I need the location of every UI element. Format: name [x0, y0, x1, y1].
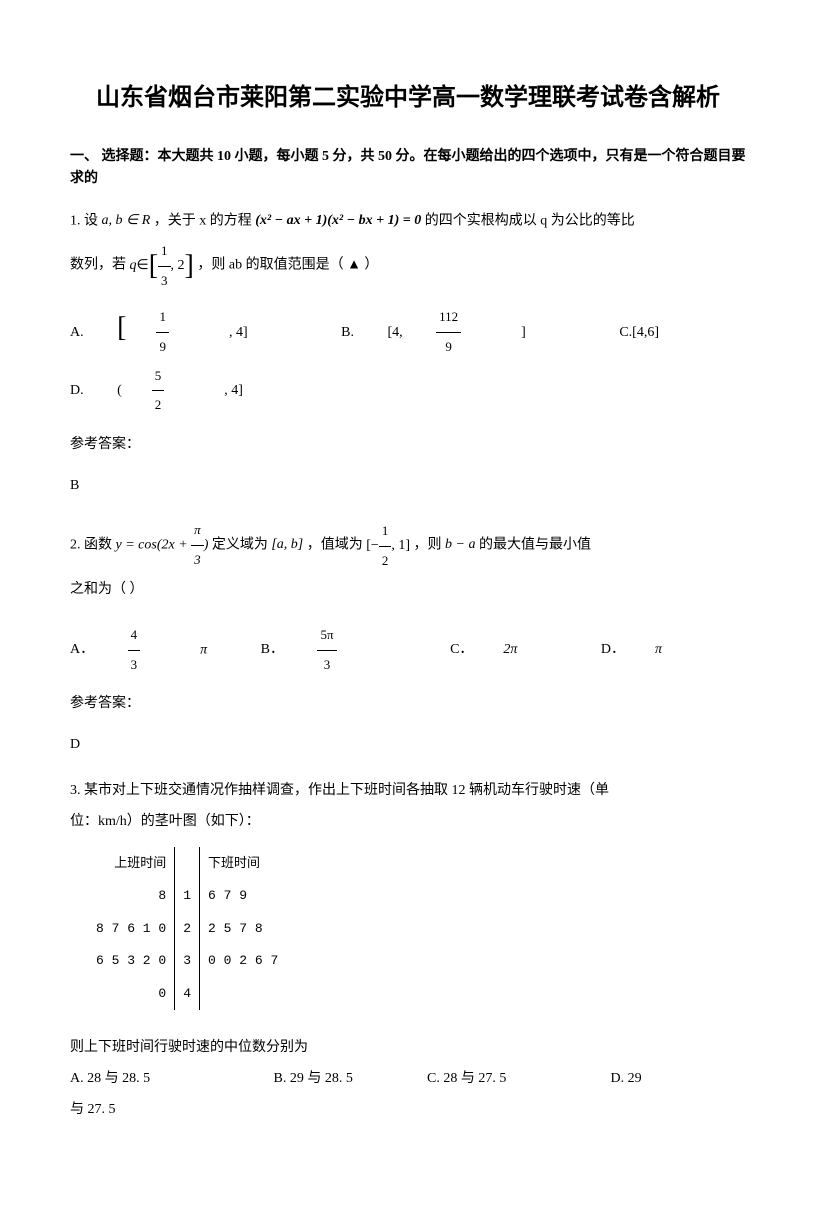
q3-text: 3. 某市对上下班交通情况作抽样调查，作出上下班时间各抽取 12 辆机动车行驶时…	[70, 776, 746, 807]
question-3: 3. 某市对上下班交通情况作抽样调查，作出上下班时间各抽取 12 辆机动车行驶时…	[70, 776, 746, 1126]
q2-text: 定义域为	[212, 538, 268, 553]
document-title: 山东省烟台市莱阳第二实验中学高一数学理联考试卷含解析	[70, 80, 746, 116]
question-2: 2. 函数 y = cos(2x + π3) 定义域为 [a, b] ，值域为 …	[70, 516, 746, 760]
q3-option-d-cont: 与 27. 5	[70, 1095, 746, 1126]
q3-option-a: A. 28 与 28. 5	[70, 1064, 270, 1095]
stem-row: 8 7 6 1 0 2 2 5 7 8	[90, 913, 284, 946]
q3-text: 则上下班时间行驶时速的中位数分别为	[70, 1033, 746, 1064]
q2-text: 之和为（ ）	[70, 582, 144, 597]
stem-header-left: 上班时间	[90, 847, 175, 880]
q1-text: 数列，若	[70, 258, 126, 273]
q1-answer-label: 参考答案：	[70, 430, 746, 461]
q1-equation: (x² − ax + 1)(x² − bx + 1) = 0	[255, 206, 421, 237]
q2-text: 的最大值与最小值	[479, 538, 591, 553]
stem-row: 8 1 6 7 9	[90, 880, 284, 913]
stem-row: 6 5 3 2 0 3 0 0 2 6 7	[90, 945, 284, 978]
stem-row: 0 4	[90, 978, 284, 1011]
q3-option-d: D. 29	[611, 1064, 711, 1095]
q1-text: 的四个实根构成以 q 为公比的等比	[425, 213, 635, 228]
q2-text: ，则	[414, 538, 442, 553]
q1-option-d: D. (52, 4]	[70, 362, 303, 420]
q2-option-a: A． 43π	[70, 621, 207, 679]
q1-text: ，则 ab 的取值范围是（ ▲ ）	[197, 258, 378, 273]
stem-header-right: 下班时间	[200, 847, 285, 880]
q1-text: 1. 设	[70, 213, 98, 228]
q1-text: ，关于 x 的方程	[154, 213, 252, 228]
q1-options: A. [19, 4] B. [4, 1129] C.[4,6] D. (52, …	[70, 303, 746, 419]
q2-options: A． 43π B． 5π3 C．2π D．π	[70, 621, 746, 679]
q2-option-d: D．π	[601, 635, 692, 666]
q3-options: A. 28 与 28. 5 B. 29 与 28. 5 C. 28 与 27. …	[70, 1064, 746, 1095]
q1-answer: B	[70, 471, 746, 502]
q2-option-c: C．2π	[450, 635, 547, 666]
question-1: 1. 设 a, b ∈ R ，关于 x 的方程 (x² − ax + 1)(x²…	[70, 206, 746, 502]
q2-text: ，值域为	[307, 538, 363, 553]
q1-q-range: q ∈ [13, 2]	[130, 237, 194, 295]
q3-option-b: B. 29 与 28. 5	[274, 1064, 424, 1095]
q2-ba: b − a	[445, 530, 475, 561]
q1-formula-ab: a, b ∈ R	[102, 206, 151, 237]
stem-leaf-plot: 上班时间 下班时间 8 1 6 7 9 8 7 6 1 0 2 2 5 7 8 …	[90, 847, 284, 1010]
q3-option-c: C. 28 与 27. 5	[427, 1064, 607, 1095]
q2-answer: D	[70, 730, 746, 761]
q2-answer-label: 参考答案：	[70, 689, 746, 720]
section-header: 一、 选择题：本大题共 10 小题，每小题 5 分，共 50 分。在每小题给出的…	[70, 146, 746, 191]
q2-range: [−12, 1]	[366, 517, 410, 575]
q3-text: 位：km/h）的茎叶图（如下）：	[70, 807, 746, 838]
q1-option-a: A. [19, 4]	[70, 303, 308, 361]
q2-function: y = cos(2x + π3)	[116, 516, 209, 574]
q2-text: 2. 函数	[70, 538, 112, 553]
q2-option-b: B． 5π3	[261, 621, 397, 679]
q1-option-b: B. [4, 1129]	[341, 303, 586, 361]
q2-domain: [a, b]	[271, 530, 303, 561]
q1-option-c: C.[4,6]	[619, 318, 659, 349]
